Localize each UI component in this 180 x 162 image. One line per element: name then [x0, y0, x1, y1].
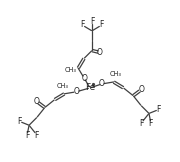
- Text: CH₃: CH₃: [57, 83, 68, 89]
- Text: O: O: [73, 87, 79, 96]
- Text: F: F: [25, 131, 29, 139]
- Text: O: O: [81, 74, 87, 83]
- Text: O: O: [97, 48, 103, 57]
- Text: O: O: [34, 97, 40, 106]
- Text: F: F: [90, 17, 94, 26]
- Text: CH₃: CH₃: [64, 67, 76, 73]
- Text: O: O: [99, 79, 105, 88]
- Text: F: F: [17, 117, 21, 126]
- Text: O: O: [138, 85, 144, 94]
- Text: F: F: [35, 131, 39, 139]
- Text: F: F: [149, 119, 153, 128]
- Text: CH₃: CH₃: [110, 71, 122, 77]
- Text: F: F: [80, 20, 84, 29]
- Text: Fe: Fe: [85, 83, 95, 92]
- Text: F: F: [139, 119, 143, 128]
- Text: F: F: [157, 105, 161, 114]
- Text: F: F: [100, 20, 104, 29]
